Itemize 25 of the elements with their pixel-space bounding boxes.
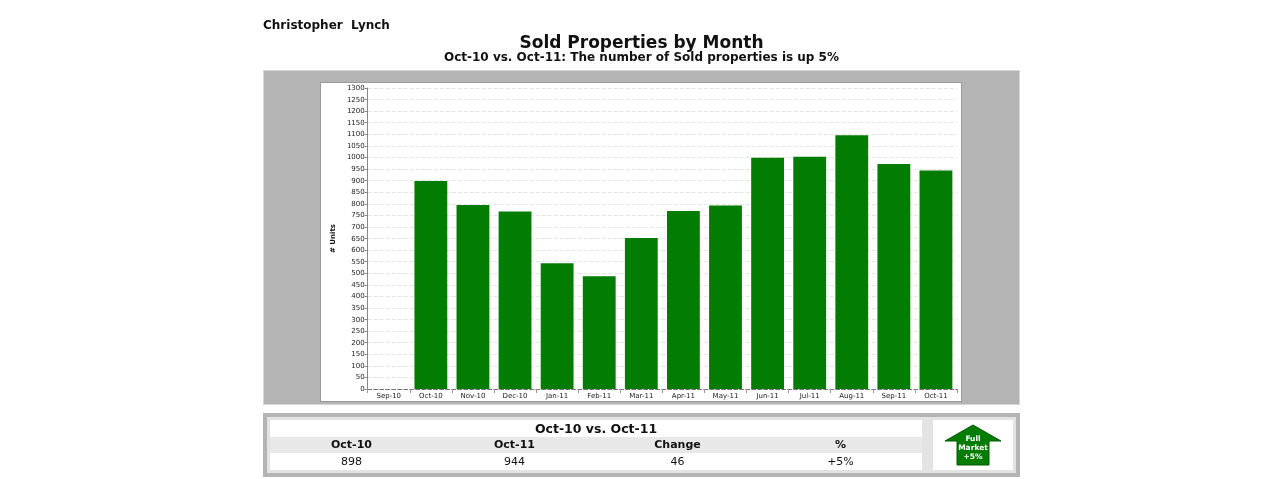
text: Christopher Lynch bbox=[263, 18, 390, 32]
category-label: Change bbox=[653, 437, 702, 453]
category-label: % bbox=[834, 437, 847, 453]
text: 944 bbox=[504, 455, 525, 468]
bar bbox=[624, 238, 658, 389]
text: +5% bbox=[827, 455, 854, 468]
bar bbox=[666, 210, 700, 389]
bar bbox=[582, 276, 616, 389]
category-label: Oct-11 bbox=[493, 437, 536, 453]
bar bbox=[709, 205, 742, 389]
bar bbox=[498, 211, 532, 389]
bar bbox=[751, 157, 784, 389]
text: 898 bbox=[341, 455, 362, 468]
bar bbox=[793, 156, 827, 389]
bar bbox=[835, 135, 869, 389]
bar bbox=[456, 204, 490, 389]
category-label: Oct-10 bbox=[330, 437, 373, 453]
bar bbox=[877, 163, 911, 389]
bar bbox=[919, 170, 953, 389]
bar bbox=[414, 181, 448, 389]
chart-subtitle: Oct-10 vs. Oct-11: The number of Sold properties is up 5% bbox=[443, 50, 840, 64]
chart-title: Sold Properties by Month bbox=[518, 32, 764, 52]
text: Oct-10 vs. Oct-11 bbox=[270, 420, 922, 437]
bar bbox=[540, 263, 574, 389]
text: 46 bbox=[670, 455, 685, 468]
